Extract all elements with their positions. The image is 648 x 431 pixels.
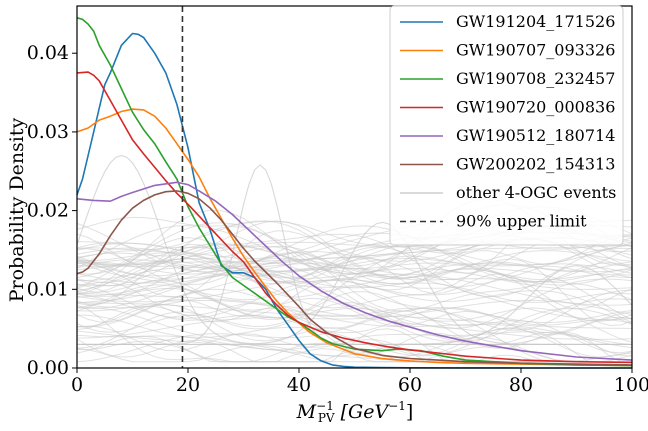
legend-item: GW190707_093326: [400, 41, 615, 60]
legend-label: other 4-OGC events: [456, 183, 616, 202]
legend-label: 90% upper limit: [456, 212, 587, 231]
background-event-line: [76, 259, 633, 303]
background-event-line: [76, 288, 633, 363]
series-line-6: [76, 190, 633, 366]
y-tick-label: 0.04: [27, 42, 69, 64]
legend-label: GW200202_154313: [456, 155, 615, 174]
legend-item: GW191204_171526: [400, 12, 615, 31]
background-event-line: [76, 236, 633, 323]
series-line-1: [76, 32, 632, 369]
background-event-line: [76, 260, 633, 343]
background-event-line: [76, 272, 633, 346]
background-event-line: [76, 261, 633, 329]
plot-frame: [76, 5, 633, 369]
legend-item: GW200202_154313: [400, 155, 615, 174]
y-tick-label: 0.01: [27, 278, 69, 300]
x-tick-label: 100: [614, 374, 648, 396]
background-event-line: [76, 307, 633, 363]
background-event-line: [76, 331, 633, 351]
background-event-line: [76, 295, 633, 346]
y-tick-label: 0.02: [27, 200, 69, 222]
legend-item: GW190512_180714: [400, 126, 615, 145]
x-tick-label: 0: [71, 374, 83, 396]
x-tick-label: 20: [176, 374, 200, 396]
background-event-line: [76, 293, 633, 340]
background-event-line: [76, 255, 633, 320]
x-axis: 0 20 40 60 80 100: [71, 368, 648, 396]
x-axis-label: M−1 PV [GeV−1]: [296, 399, 414, 425]
legend-item: GW190720_000836: [400, 98, 615, 117]
series-line-5: [76, 181, 633, 361]
legend: GW191204_171526 GW190707_093326 GW190708_2…: [389, 5, 624, 246]
background-event-line: [76, 257, 633, 304]
legend-item: 90% upper limit: [400, 212, 587, 231]
x-tick-label: 40: [287, 374, 311, 396]
background-event-line: [76, 245, 633, 312]
y-axis-label: Probability Density: [6, 117, 28, 302]
x-tick-label: 80: [509, 374, 533, 396]
x-tick-label: 60: [398, 374, 422, 396]
background-event-line: [76, 279, 633, 336]
series-line-2: [76, 108, 633, 367]
background-event-line: [76, 291, 633, 354]
background-event-line: [76, 154, 632, 345]
legend-label: GW190708_232457: [456, 69, 615, 88]
background-event-line: [76, 261, 633, 301]
series-lines: [76, 17, 633, 369]
legend-label: GW190720_000836: [456, 98, 615, 117]
y-tick-label: 0.00: [27, 357, 69, 379]
y-axis: 0.00 0.01 0.02 0.03 0.04: [27, 42, 77, 379]
y-tick-label: 0.03: [27, 121, 69, 143]
background-event-line: [77, 262, 633, 283]
legend-item: GW190708_232457: [400, 69, 615, 88]
background-event-line: [76, 299, 633, 339]
legend-item: other 4-OGC events: [400, 183, 616, 202]
legend-label: GW191204_171526: [456, 12, 615, 31]
series-line-4: [76, 71, 633, 364]
legend-label: GW190512_180714: [456, 126, 615, 145]
legend-box: [389, 5, 624, 246]
legend-label: GW190707_093326: [456, 41, 615, 60]
background-event-line: [76, 233, 633, 310]
